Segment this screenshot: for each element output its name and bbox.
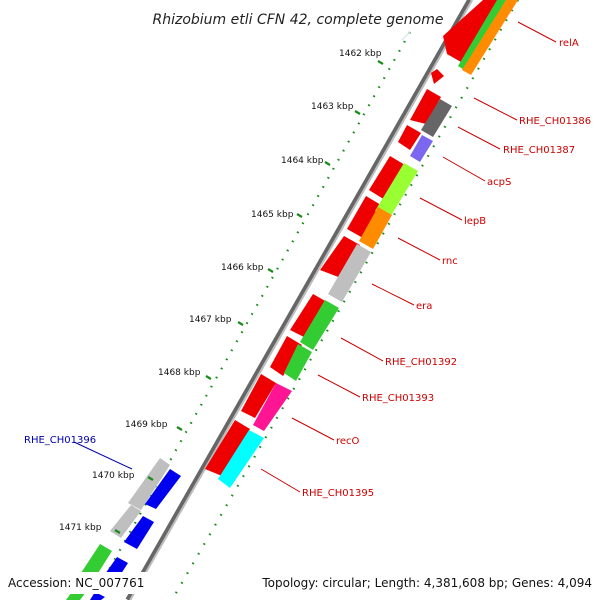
gene-label-acps[interactable]: acpS [487,177,511,188]
tick-label: 1463 kbp [311,102,354,112]
strand-1-genes [205,0,500,476]
tick-label: 1471 kbp [59,523,102,533]
gene-label-rhe-ch01396[interactable]: RHE_CH01396 [24,435,96,446]
backbone-line [125,0,473,600]
label-leader-blue [73,441,133,470]
gene-lime[interactable] [375,163,418,219]
gene-rela[interactable] [443,0,500,62]
label-leaders [260,21,557,493]
tick-label: 1468 kbp [158,368,201,378]
tick-label: 1464 kbp [281,156,324,166]
tick-label: 1467 kbp [189,315,232,325]
gene-rhe-ch01392[interactable] [270,336,302,376]
gene-label-rhe-ch01392[interactable]: RHE_CH01392 [385,357,457,368]
gene-reco[interactable] [205,420,250,476]
map-title: Rhizobium etli CFN 42, complete genome [153,12,444,28]
gene-era[interactable] [290,294,327,337]
gene-gray-dark[interactable] [421,99,452,137]
accession-bg [0,572,170,594]
inner-tick-ring [171,0,519,600]
gene-label-lepb[interactable]: lepB [464,216,486,227]
gene-cyan[interactable] [218,430,264,488]
ring-end-mark [401,31,411,41]
gene-label-rhe-ch01395[interactable]: RHE_CH01395 [302,488,374,499]
gene-rhe-ch01396[interactable] [128,458,170,510]
tick-labels: 1462 kbp 1463 kbp 1464 kbp 1465 kbp 1466… [59,49,382,533]
gene-rnc[interactable] [320,236,360,278]
gene-green-2[interactable] [284,344,312,381]
gene-rhe-ch01393[interactable] [241,374,276,418]
backbone-highlight [129,0,474,600]
gene-green-top[interactable] [458,0,506,71]
gene-blue-2[interactable] [124,516,154,549]
gene-label-rela[interactable]: relA [559,38,579,49]
gene-label-rhe-ch01387[interactable]: RHE_CH01387 [503,145,575,156]
gene-label-rnc[interactable]: rnc [442,256,458,267]
tick-label: 1465 kbp [251,210,294,220]
gene-acps[interactable] [369,156,405,200]
gene-lepb[interactable] [347,196,381,238]
gene-gray-2[interactable] [110,505,141,538]
gene-label-reco[interactable]: recO [336,436,360,447]
gene-small-red[interactable] [431,69,444,84]
gene-label-rhe-ch01386[interactable]: RHE_CH01386 [519,116,591,127]
tick-label: 1470 kbp [92,471,135,481]
gene-gray-light[interactable] [328,244,371,302]
topology-bg [255,572,600,594]
gene-label-rhe-ch01393[interactable]: RHE_CH01393 [362,393,434,404]
gene-label-era[interactable]: era [416,301,432,312]
major-ticks [114,60,384,534]
gene-green-3[interactable] [81,544,112,581]
gene-orange[interactable] [359,207,392,249]
tick-label: 1466 kbp [221,263,264,273]
strand-2-genes [218,0,518,488]
gene-rhe-ch01386[interactable] [410,89,441,124]
tick-label: 1462 kbp [339,49,382,59]
gene-labels: relA RHE_CH01386 RHE_CH01387 acpS lepB r… [24,38,591,499]
gene-purple[interactable] [410,135,433,162]
topology-text: Topology: circular; Length: 4,381,608 bp… [261,576,592,590]
gene-green-1[interactable] [300,300,339,350]
accession-text: Accession: NC_007761 [8,576,144,590]
gene-rhe-ch01387[interactable] [398,125,421,150]
tick-label: 1469 kbp [125,420,168,430]
outer-tick-ring [91,31,411,600]
gene-pink[interactable] [253,383,292,431]
gene-orange-top[interactable] [462,0,518,75]
gene-blue-1[interactable] [145,469,181,509]
